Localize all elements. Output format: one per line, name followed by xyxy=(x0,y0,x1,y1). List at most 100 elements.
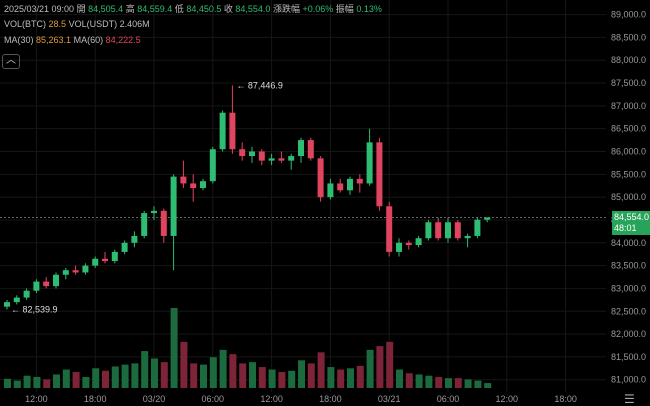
candle-body xyxy=(376,142,383,207)
volume-bar xyxy=(160,362,168,388)
price-tick-label: 85,000.0 xyxy=(611,192,646,202)
current-price: 84,554.0 xyxy=(614,212,650,223)
volume-bar xyxy=(425,375,433,388)
candle-body xyxy=(209,149,216,182)
price-tick-label: 82,000.0 xyxy=(611,329,646,339)
price-tick-label: 81,000.0 xyxy=(611,375,646,385)
price-tick-label: 83,000.0 xyxy=(611,283,646,293)
time-tick-label: 12:00 xyxy=(260,394,283,404)
candle-body xyxy=(121,242,128,252)
candle-body xyxy=(425,222,432,239)
time-tick-label: 03/20 xyxy=(143,394,166,404)
low-label: 低 xyxy=(174,4,184,14)
volume-bar xyxy=(43,379,51,388)
candle-body xyxy=(445,222,451,239)
volume-bar xyxy=(62,369,70,388)
candle-body xyxy=(415,238,422,246)
price-tick-label: 84,000.0 xyxy=(611,238,646,248)
candle-time: 2025/03/21 09:00 xyxy=(4,4,75,14)
price-tick-label: 81,500.0 xyxy=(611,352,646,362)
volume-bar xyxy=(484,383,492,388)
volume-bars xyxy=(4,308,492,388)
vol-usdt-label: VOL(USDT) xyxy=(68,19,118,29)
time-tick-label: 18:00 xyxy=(84,394,107,404)
ma30-label: MA(30) xyxy=(4,35,34,45)
volume-bar xyxy=(82,376,90,388)
volume-bar xyxy=(307,363,315,388)
candle-body xyxy=(102,258,108,262)
candle-body xyxy=(43,281,50,287)
current-price-tag: 84,554.0 48:01 xyxy=(612,211,650,236)
volume-bar xyxy=(141,351,149,388)
candle-body xyxy=(317,158,324,198)
candle-body xyxy=(13,297,20,303)
price-tick-label: 83,500.0 xyxy=(611,261,646,271)
time-tick-label: 06:00 xyxy=(437,394,460,404)
candle-body xyxy=(366,142,373,184)
candle-body xyxy=(464,235,471,239)
candle-body xyxy=(62,270,69,275)
candle-body xyxy=(288,156,295,161)
price-tick-label: 87,500.0 xyxy=(611,78,646,88)
candle-body xyxy=(92,258,99,266)
ma60-label: MA(60) xyxy=(73,35,104,45)
high-label: 高 xyxy=(125,4,135,14)
chevron-up-icon[interactable]: ︿ xyxy=(2,54,20,69)
volume-bar xyxy=(415,374,423,388)
candle-body xyxy=(53,274,59,287)
volume-bar xyxy=(268,369,276,388)
volume-bar xyxy=(376,346,384,388)
candle-body xyxy=(396,242,402,252)
candle-body xyxy=(474,219,481,236)
time-tick-label: 06:00 xyxy=(202,394,225,404)
vol-btc-value: 28.5 xyxy=(48,19,67,29)
candle-body xyxy=(72,270,79,273)
candle-body xyxy=(160,210,167,236)
candle-body xyxy=(141,213,148,236)
volume-row: VOL(BTC) 28.5 VOL(USDT) 2.406M xyxy=(4,19,150,30)
time-tick-label: 12:00 xyxy=(25,394,48,404)
price-annotation: ← 87,446.9 xyxy=(236,80,283,90)
candle-body xyxy=(405,242,412,246)
volume-bar xyxy=(288,370,296,388)
low-value: 84,450.5 xyxy=(186,4,222,14)
ma30-value: 85,263.1 xyxy=(36,35,72,45)
vol-btc-label: VOL(BTC) xyxy=(4,19,47,29)
volume-bar xyxy=(258,367,266,388)
volume-bar xyxy=(131,363,139,388)
volume-bar xyxy=(239,363,247,388)
candle-body xyxy=(435,222,442,239)
volume-bar xyxy=(386,341,394,388)
candle-body xyxy=(111,251,118,262)
price-axis: 81,000.0 81,500.0 82,000.0 82,500.0 83,000.0… xyxy=(611,10,646,385)
change-label: 漲跌幅 xyxy=(272,4,300,14)
volume-bar xyxy=(347,368,354,388)
menu-icon[interactable]: ☰ xyxy=(624,392,635,406)
volume-bar xyxy=(454,378,462,388)
volume-bar xyxy=(13,380,21,388)
candle-body xyxy=(278,158,285,161)
amplitude-label: 振幅 xyxy=(335,4,354,14)
candle-body xyxy=(229,112,236,150)
volume-bar xyxy=(53,374,60,388)
price-tick-label: 82,500.0 xyxy=(611,306,646,316)
candle-body xyxy=(356,178,363,184)
candle-body xyxy=(180,176,187,184)
volume-bar xyxy=(249,362,256,388)
ma60-value: 84,222.5 xyxy=(105,35,141,45)
candle-body xyxy=(200,181,206,189)
candle-body xyxy=(347,178,353,191)
volume-bar xyxy=(23,375,31,388)
volume-bar xyxy=(209,357,217,388)
volume-bar xyxy=(396,369,403,388)
candle-body xyxy=(219,112,226,150)
candle-body xyxy=(327,183,334,198)
volume-bar xyxy=(464,379,472,388)
volume-bar xyxy=(92,368,100,388)
volume-bar xyxy=(229,354,237,388)
price-tick-label: 86,000.0 xyxy=(611,146,646,156)
volume-bar xyxy=(72,372,80,388)
volume-bar xyxy=(151,358,158,388)
volume-bar xyxy=(366,349,374,388)
